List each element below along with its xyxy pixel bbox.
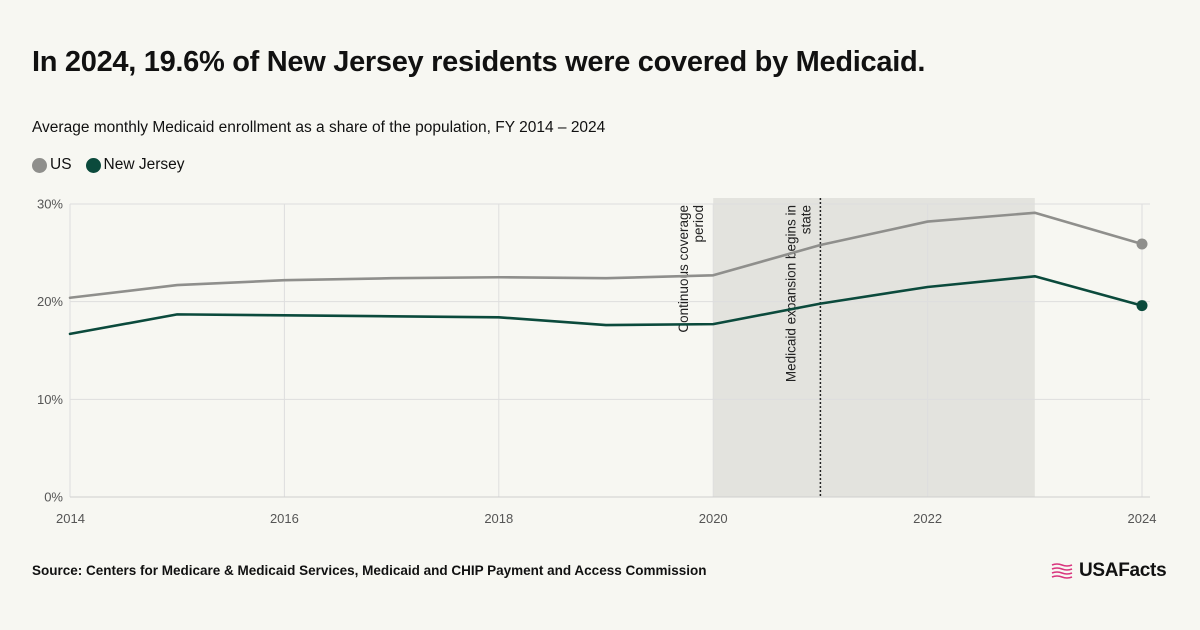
- x-tick-label: 2020: [699, 511, 728, 526]
- series-endpoint-us: [1136, 238, 1148, 250]
- y-tick-label: 0%: [44, 490, 63, 505]
- shaded-region-continuous-coverage: [713, 198, 1035, 497]
- chart-title: In 2024, 19.6% of New Jersey residents w…: [32, 46, 926, 78]
- chart-subtitle: Average monthly Medicaid enrollment as a…: [32, 119, 606, 136]
- vertical-marker-label: Medicaid expansion begins instate: [783, 205, 813, 382]
- flag-icon: [1051, 563, 1073, 579]
- legend-label-nj: New Jersey: [103, 156, 185, 173]
- x-tick-label: 2022: [913, 511, 942, 526]
- brand-name: USAFacts: [1079, 560, 1167, 581]
- shaded-region-label: Continuous coverageperiod: [676, 205, 706, 333]
- y-tick-label: 10%: [37, 392, 63, 407]
- legend: US New Jersey: [32, 156, 199, 174]
- legend-label-us: US: [50, 156, 72, 173]
- x-tick-label: 2024: [1128, 511, 1157, 526]
- x-tick-label: 2016: [270, 511, 299, 526]
- series-line-us: [68, 211, 1144, 300]
- series-line-nj: [68, 274, 1144, 336]
- brand-logo: USAFacts: [1050, 560, 1167, 582]
- legend-item-us: US: [32, 156, 72, 174]
- x-tick-label: 2018: [484, 511, 513, 526]
- y-tick-label: 30%: [37, 197, 63, 212]
- y-tick-label: 20%: [37, 294, 63, 309]
- series-endpoint-nj: [1136, 300, 1148, 312]
- legend-dot-us: [32, 157, 47, 173]
- legend-dot-nj: [85, 157, 101, 173]
- source-note: Source: Centers for Medicare & Medicaid …: [32, 563, 707, 578]
- x-tick-label: 2014: [56, 511, 85, 526]
- legend-item-nj: New Jersey: [85, 156, 185, 174]
